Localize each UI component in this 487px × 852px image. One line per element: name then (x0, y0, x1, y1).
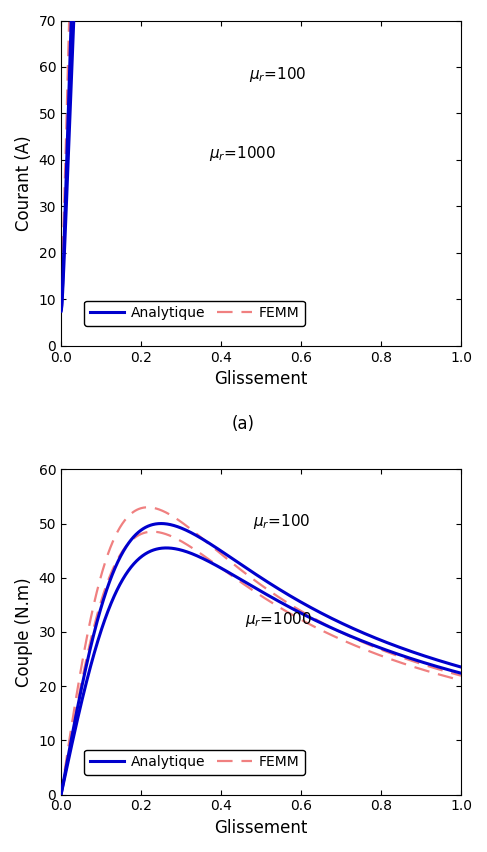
X-axis label: Glissement: Glissement (214, 370, 308, 389)
Text: $\mu_r$=1000: $\mu_r$=1000 (245, 610, 312, 629)
FEMM (458, 671, 464, 681)
Analytique (220, 547, 226, 557)
Y-axis label: Couple (N.m): Couple (N.m) (15, 577, 33, 687)
Legend: Analytique, FEMM: Analytique, FEMM (84, 301, 305, 325)
Analytique (99, 600, 105, 610)
Analytique (371, 632, 376, 642)
Text: $\mu_r$=1000: $\mu_r$=1000 (209, 144, 276, 163)
Text: $\mu_r$=100: $\mu_r$=100 (249, 65, 307, 83)
FEMM (377, 644, 383, 654)
Line: FEMM: FEMM (61, 507, 461, 795)
Analytique (58, 306, 64, 316)
FEMM (99, 568, 105, 579)
FEMM (58, 790, 64, 800)
FEMM (220, 550, 226, 561)
Legend: Analytique, FEMM: Analytique, FEMM (84, 750, 305, 774)
FEMM (371, 642, 376, 652)
FEMM (145, 502, 150, 512)
Analytique (235, 557, 241, 567)
Analytique (158, 518, 164, 528)
Line: FEMM: FEMM (61, 0, 461, 276)
FEMM (58, 271, 64, 281)
FEMM (333, 625, 339, 635)
Text: $\mu_r$=100: $\mu_r$=100 (253, 512, 311, 532)
FEMM (235, 562, 241, 573)
Y-axis label: Courant (A): Courant (A) (15, 135, 33, 231)
Text: (a): (a) (232, 415, 255, 433)
Line: Analytique: Analytique (61, 0, 461, 311)
Analytique (333, 615, 339, 625)
X-axis label: Glissement: Glissement (214, 819, 308, 837)
Analytique (458, 662, 464, 672)
Analytique (377, 635, 383, 645)
Line: Analytique: Analytique (61, 523, 461, 795)
Analytique (58, 790, 64, 800)
